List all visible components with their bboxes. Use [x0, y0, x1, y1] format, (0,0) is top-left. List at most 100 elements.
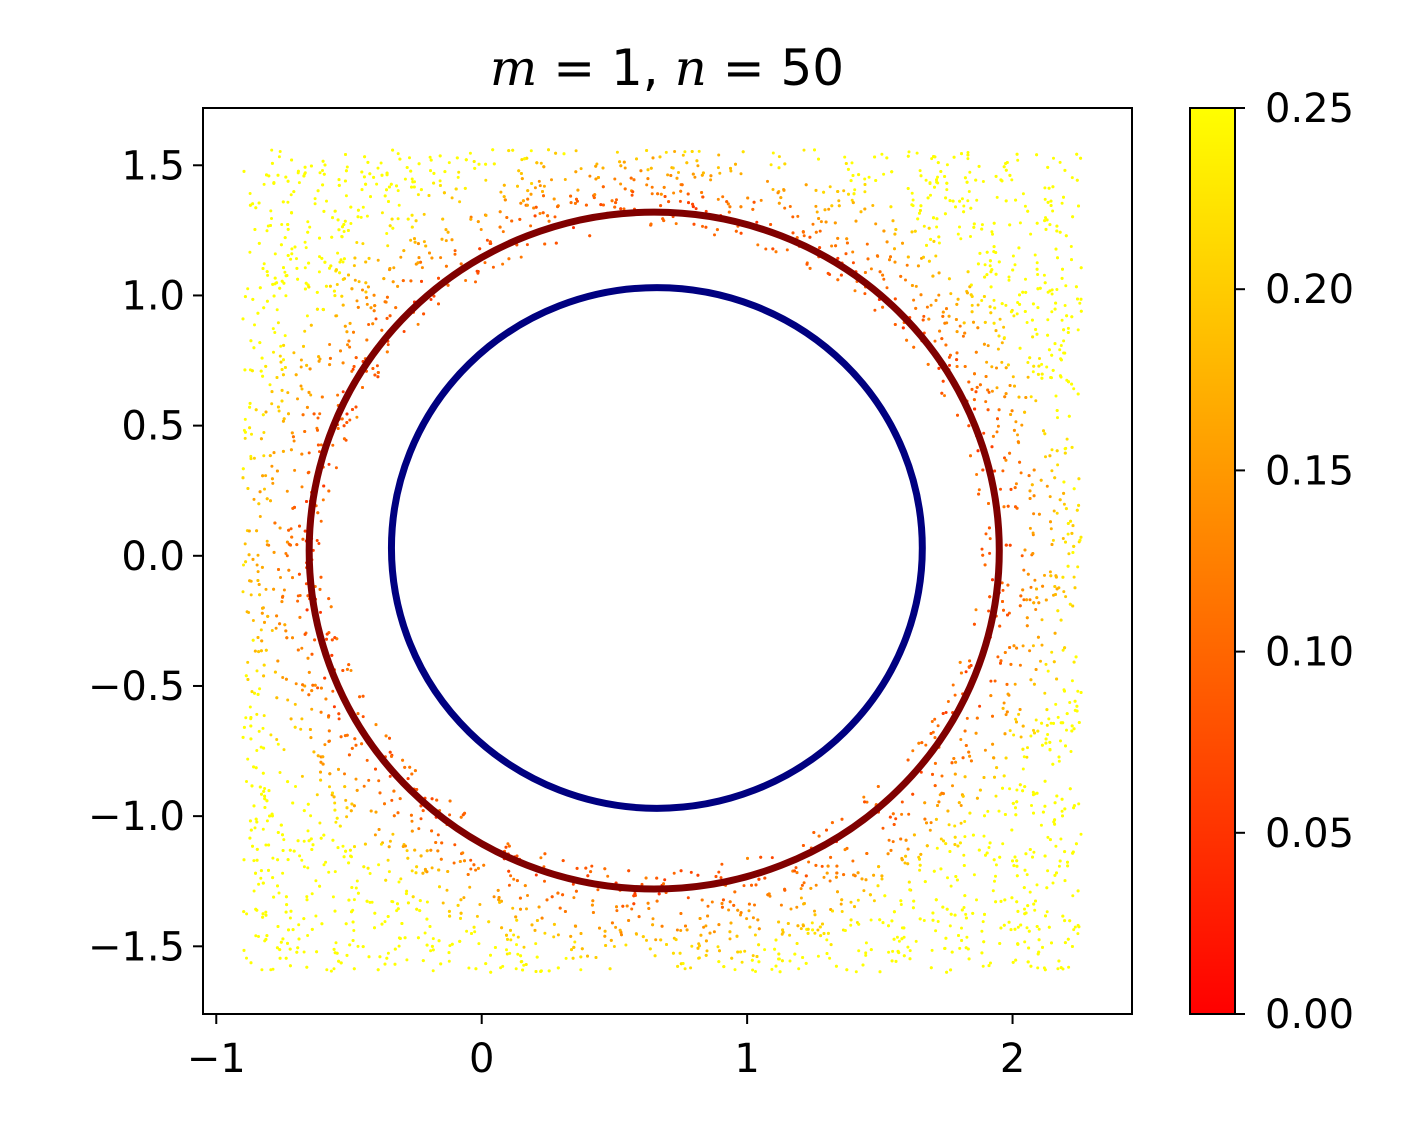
scatter-point	[1008, 384, 1012, 387]
scatter-point	[264, 913, 268, 917]
scatter-point	[254, 206, 258, 210]
scatter-point	[249, 454, 253, 458]
scatter-point	[284, 552, 288, 555]
scatter-point	[795, 236, 799, 240]
scatter-point	[1028, 526, 1032, 530]
scatter-point	[783, 888, 787, 892]
scatter-point	[649, 166, 653, 170]
scatter-point	[345, 412, 349, 416]
scatter-point	[777, 166, 781, 170]
scatter-point	[257, 241, 261, 245]
scatter-point	[906, 862, 910, 866]
scatter-point	[1071, 851, 1075, 855]
scatter-point	[1028, 356, 1032, 360]
scatter-point	[572, 226, 575, 230]
scatter-point	[919, 293, 923, 297]
scatter-point	[671, 166, 675, 170]
scatter-point	[403, 936, 407, 940]
scatter-point	[912, 899, 916, 903]
scatter-point	[459, 916, 462, 920]
scatter-point	[982, 431, 986, 435]
scatter-point	[893, 297, 897, 301]
scatter-point	[255, 749, 259, 752]
scatter-point	[260, 611, 264, 615]
scatter-point	[405, 889, 409, 893]
scatter-point	[971, 833, 975, 837]
scatter-point	[889, 848, 893, 852]
scatter-point	[1044, 737, 1048, 741]
scatter-point	[1011, 268, 1015, 272]
scatter-point	[1055, 871, 1058, 875]
scatter-point	[630, 907, 634, 911]
scatter-point	[1031, 793, 1035, 797]
scatter-point	[345, 421, 349, 424]
scatter-point	[360, 742, 364, 746]
scatter-point	[985, 273, 989, 277]
scatter-point	[586, 954, 589, 958]
scatter-point	[388, 224, 392, 228]
scatter-point	[254, 766, 258, 770]
scatter-point	[1026, 375, 1030, 379]
scatter-point	[774, 964, 778, 968]
scatter-point	[472, 863, 476, 867]
scatter-point	[810, 921, 814, 925]
scatter-point	[321, 159, 325, 163]
scatter-point	[992, 298, 996, 302]
scatter-point	[776, 191, 780, 195]
scatter-point	[839, 902, 843, 906]
scatter-point	[345, 165, 349, 169]
scatter-point	[255, 563, 259, 567]
scatter-point	[296, 946, 300, 950]
scatter-point	[995, 386, 999, 390]
scatter-point	[943, 947, 947, 950]
scatter-point	[613, 205, 617, 209]
scatter-point	[954, 205, 957, 209]
scatter-point	[1057, 959, 1061, 963]
scatter-point	[465, 929, 469, 933]
scatter-point	[1076, 392, 1080, 396]
scatter-point	[512, 877, 516, 881]
scatter-point	[1068, 919, 1072, 923]
scatter-point	[519, 201, 523, 205]
scatter-point	[350, 802, 354, 806]
scatter-point	[307, 670, 311, 674]
scatter-point	[285, 636, 289, 640]
scatter-point	[1017, 395, 1021, 399]
scatter-point	[1004, 303, 1008, 307]
scatter-point	[677, 171, 680, 174]
scatter-point	[1062, 502, 1066, 506]
scatter-point	[539, 161, 543, 165]
colorbar-tick-label: 0.10	[1265, 630, 1354, 676]
scatter-point	[862, 889, 866, 893]
scatter-point	[805, 262, 809, 266]
scatter-point	[757, 927, 761, 931]
scatter-point	[1007, 611, 1011, 615]
scatter-point	[735, 934, 739, 938]
scatter-point	[416, 193, 420, 197]
scatter-point	[1048, 740, 1052, 744]
scatter-point	[899, 837, 903, 841]
scatter-point	[1078, 538, 1082, 542]
scatter-point	[547, 969, 551, 973]
scatter-point	[1045, 723, 1049, 727]
scatter-point	[352, 365, 356, 368]
scatter-point	[859, 210, 863, 214]
scatter-point	[369, 306, 373, 310]
scatter-point	[277, 409, 281, 413]
scatter-point	[264, 648, 268, 652]
scatter-point	[940, 391, 944, 395]
scatter-point	[665, 943, 668, 946]
scatter-point	[619, 182, 623, 186]
scatter-point	[276, 405, 280, 409]
scatter-point	[854, 970, 858, 974]
scatter-point	[328, 785, 331, 789]
scatter-point	[310, 927, 314, 931]
scatter-point	[967, 957, 971, 961]
scatter-point	[704, 924, 708, 928]
scatter-point	[802, 881, 806, 885]
scatter-point	[388, 268, 391, 272]
scatter-point	[700, 191, 704, 194]
scatter-point	[317, 542, 321, 545]
scatter-point	[1008, 173, 1012, 177]
scatter-point	[262, 182, 266, 186]
